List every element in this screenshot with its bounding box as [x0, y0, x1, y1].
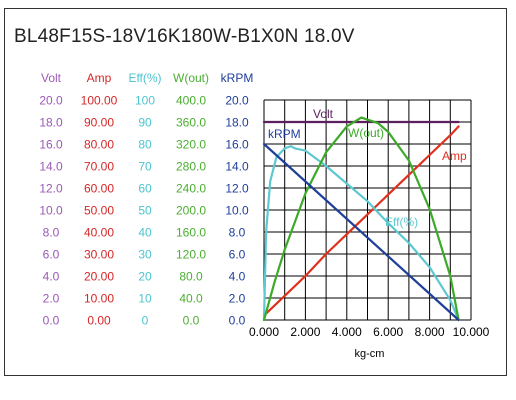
axis-tick-eff: 10	[138, 292, 152, 306]
axis-tick-w-out: 0.0	[183, 314, 200, 328]
axis-tick-volt: 10.0	[39, 204, 63, 218]
chart-title: BL48F15S-18V16K180W-B1X0N 18.0V	[14, 26, 355, 47]
axis-header-eff: Eff(%)	[128, 71, 161, 85]
axis-tick-w-out: 80.0	[179, 270, 203, 284]
axis-tick-w-out: 320.0	[176, 138, 206, 152]
axis-tick-krpm: 18.0	[225, 116, 249, 130]
axis-tick-krpm: 8.0	[229, 226, 246, 240]
x-axis-label: kg-cm	[355, 348, 385, 360]
axis-header-krpm: kRPM	[221, 71, 254, 85]
x-tick-label: 4.000	[332, 325, 362, 339]
axis-tick-amp: 20.00	[84, 270, 114, 284]
axis-tick-amp: 70.00	[84, 160, 114, 174]
series-label-amp: Amp	[442, 149, 467, 163]
series-line-amp	[262, 125, 460, 317]
axis-tick-eff: 0	[142, 314, 149, 328]
axis-tick-amp: 50.00	[84, 204, 114, 218]
series-line-w-out	[262, 116, 460, 322]
axis-tick-amp: 10.00	[84, 292, 114, 306]
axis-tick-eff: 80	[138, 138, 152, 152]
series-line-krpm	[262, 142, 460, 322]
axis-tick-krpm: 2.0	[229, 292, 246, 306]
axis-tick-volt: 2.0	[43, 292, 60, 306]
axis-tick-krpm: 4.0	[229, 270, 246, 284]
axis-tick-krpm: 6.0	[229, 248, 246, 262]
axis-tick-krpm: 16.0	[225, 138, 249, 152]
axis-tick-amp: 80.00	[84, 138, 114, 152]
axis-tick-volt: 4.0	[43, 270, 60, 284]
axis-tick-w-out: 280.0	[176, 160, 206, 174]
axis-tick-krpm: 10.0	[225, 204, 249, 218]
axis-tick-w-out: 120.0	[176, 248, 206, 262]
series-line-eff	[262, 145, 460, 322]
axis-tick-eff: 20	[138, 270, 152, 284]
axis-tick-volt: 14.0	[39, 160, 63, 174]
axis-tick-volt: 20.0	[39, 94, 63, 108]
axis-tick-amp: 30.00	[84, 248, 114, 262]
axis-tick-w-out: 240.0	[176, 182, 206, 196]
axis-tick-eff: 30	[138, 248, 152, 262]
axis-tick-volt: 6.0	[43, 248, 60, 262]
axis-tick-krpm: 14.0	[225, 160, 249, 174]
axis-tick-krpm: 12.0	[225, 182, 249, 196]
axis-tick-w-out: 360.0	[176, 116, 206, 130]
series-label-eff: Eff(%)	[385, 215, 418, 229]
axis-tick-amp: 0.00	[87, 314, 111, 328]
axis-tick-amp: 100.00	[81, 94, 118, 108]
axis-tick-eff: 100	[135, 94, 155, 108]
axis-tick-amp: 90.00	[84, 116, 114, 130]
axis-tick-eff: 60	[138, 182, 152, 196]
axis-tick-w-out: 400.0	[176, 94, 206, 108]
axis-tick-volt: 18.0	[39, 116, 63, 130]
axis-header-w-out: W(out)	[173, 71, 209, 85]
axis-header-volt: Volt	[41, 71, 62, 85]
axis-tick-eff: 50	[138, 204, 152, 218]
axis-tick-eff: 40	[138, 226, 152, 240]
axis-tick-eff: 70	[138, 160, 152, 174]
x-tick-label: 10.000	[453, 325, 490, 339]
axis-tick-w-out: 40.0	[179, 292, 203, 306]
axis-tick-volt: 16.0	[39, 138, 63, 152]
series-label-krpm: kRPM	[268, 127, 301, 141]
x-tick-label: 2.000	[290, 325, 320, 339]
axis-tick-krpm: 20.0	[225, 94, 249, 108]
axis-tick-amp: 40.00	[84, 226, 114, 240]
axis-tick-amp: 60.00	[84, 182, 114, 196]
series-label-w-out: W(out)	[348, 126, 384, 140]
x-tick-label: 8.000	[415, 325, 445, 339]
axis-tick-w-out: 200.0	[176, 204, 206, 218]
axis-tick-w-out: 160.0	[176, 226, 206, 240]
axis-tick-krpm: 0.0	[229, 314, 246, 328]
axis-tick-eff: 90	[138, 116, 152, 130]
x-tick-label: 0.000	[249, 325, 279, 339]
axis-tick-volt: 12.0	[39, 182, 63, 196]
axis-header-amp: Amp	[87, 71, 112, 85]
axis-tick-volt: 0.0	[43, 314, 60, 328]
x-tick-label: 6.000	[373, 325, 403, 339]
axis-tick-volt: 8.0	[43, 226, 60, 240]
series-label-volt: Volt	[313, 107, 334, 121]
